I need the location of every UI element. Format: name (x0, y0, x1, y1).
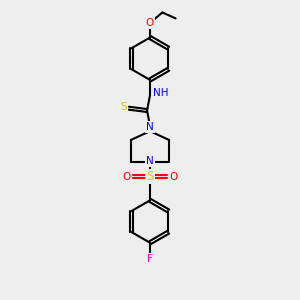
Text: NH: NH (153, 88, 169, 98)
Text: O: O (122, 172, 130, 182)
Text: S: S (146, 170, 154, 183)
Text: O: O (146, 18, 154, 28)
Text: O: O (169, 172, 178, 182)
Text: S: S (120, 102, 127, 112)
Text: F: F (147, 254, 153, 264)
Text: N: N (146, 122, 154, 132)
Text: N: N (146, 156, 154, 166)
